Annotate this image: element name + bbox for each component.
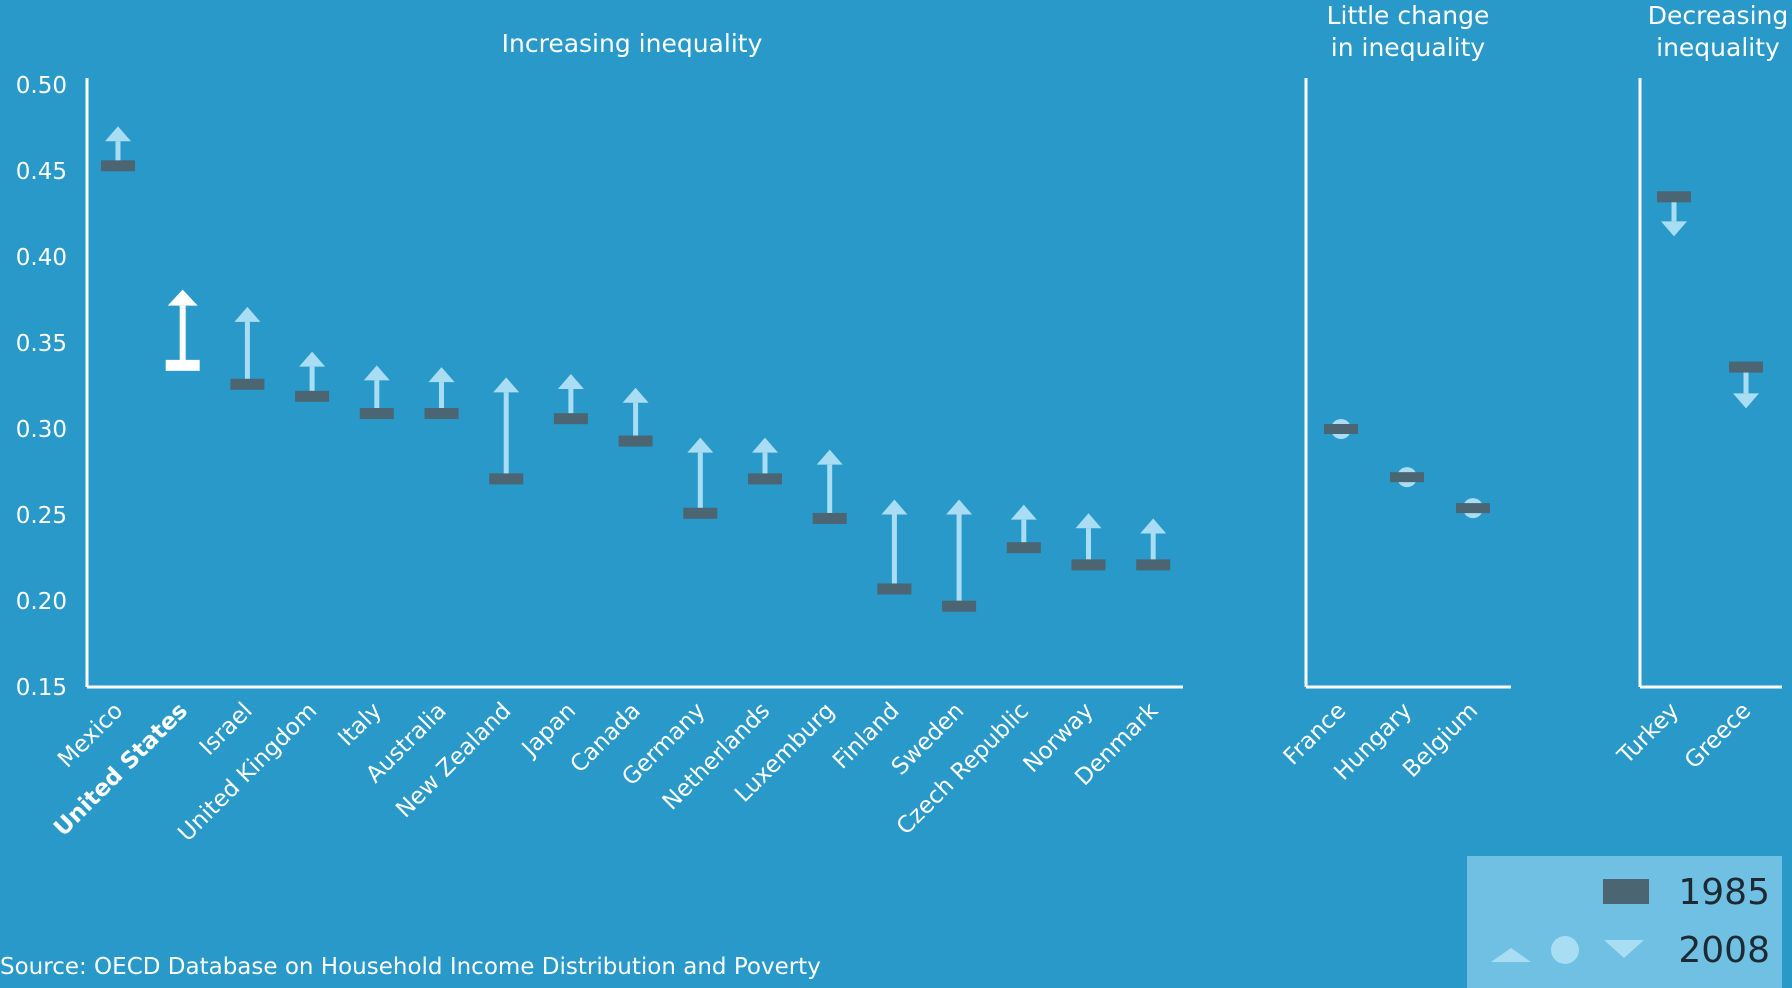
- marker-1985-italy: [359, 408, 394, 420]
- y-tick-label: 0.50: [16, 73, 67, 99]
- legend-2008-label: 2008: [1678, 930, 1770, 971]
- arrow-head-2008-italy: [363, 365, 390, 381]
- marker-1985-greece: [1729, 361, 1763, 373]
- group-title: in inequality: [1331, 33, 1486, 62]
- marker-1985-denmark: [1136, 559, 1171, 571]
- y-tick-label: 0.40: [16, 245, 67, 271]
- marker-1985-netherlands: [748, 473, 782, 485]
- legend-1985-label: 1985: [1678, 872, 1770, 913]
- x-label-turkey: Turkey: [1612, 698, 1684, 770]
- arrow-head-2008-sweden: [946, 499, 973, 515]
- y-tick-label: 0.15: [16, 675, 67, 701]
- x-label-italy: Italy: [333, 698, 387, 752]
- y-tick-label: 0.35: [16, 331, 67, 357]
- marker-1985-united-states: [165, 359, 200, 371]
- group-title: inequality: [1656, 33, 1780, 62]
- marker-1985-czech-republic: [1006, 542, 1041, 554]
- marker-1985-united-kingdom: [295, 390, 330, 402]
- source-note: Source: OECD Database on Household Incom…: [0, 954, 821, 980]
- arrow-head-2008-mexico: [105, 126, 131, 142]
- marker-1985-norway: [1071, 559, 1106, 571]
- arrow-head-2008-united-kingdom: [299, 351, 326, 367]
- marker-1985-mexico: [101, 160, 135, 172]
- arrow-head-2008-israel: [234, 306, 261, 322]
- triangle-up-icon: [1491, 948, 1531, 962]
- arrow-head-2008-australia: [428, 367, 455, 383]
- legend-box: [1467, 856, 1782, 988]
- y-tick-label: 0.20: [16, 589, 67, 615]
- x-label-greece: Greece: [1680, 698, 1756, 774]
- marker-1985-germany: [683, 507, 718, 519]
- arrow-head-2008-netherlands: [752, 437, 778, 453]
- marker-1985-sweden: [942, 600, 977, 612]
- arrow-head-2008-greece: [1733, 393, 1759, 409]
- y-tick-label: 0.25: [16, 503, 67, 529]
- triangle-down-icon: [1604, 940, 1644, 958]
- y-tick-label: 0.45: [16, 159, 67, 185]
- group-title: Increasing inequality: [502, 29, 763, 58]
- arrow-head-2008-turkey: [1661, 221, 1687, 237]
- legend-1985-swatch: [1603, 879, 1649, 904]
- y-tick-label: 0.30: [16, 417, 67, 443]
- marker-1985-luxemburg: [812, 512, 847, 524]
- marker-1985-japan: [553, 413, 588, 425]
- marker-1985-finland: [877, 583, 912, 595]
- circle-icon: [1551, 936, 1579, 964]
- x-label-israel: Israel: [195, 698, 258, 761]
- arrow-head-2008-japan: [557, 373, 584, 389]
- marker-1985-belgium: [1456, 503, 1490, 514]
- arrow-head-2008-norway: [1075, 513, 1102, 529]
- arrow-head-2008-luxemburg: [816, 449, 843, 465]
- group-title: Decreasing: [1648, 1, 1789, 30]
- x-label-new-zealand: New Zealand: [391, 698, 516, 823]
- arrow-head-2008-czech-republic: [1010, 504, 1037, 520]
- marker-1985-france: [1324, 424, 1358, 434]
- marker-1985-turkey: [1657, 191, 1691, 203]
- arrow-head-2008-finland: [881, 499, 908, 515]
- arrow-head-2008-new-zealand: [493, 377, 520, 393]
- marker-1985-australia: [424, 408, 459, 420]
- arrow-head-2008-canada: [622, 387, 649, 403]
- marker-1985-canada: [618, 435, 653, 447]
- group-title: Little change: [1327, 1, 1490, 30]
- marker-1985-hungary: [1390, 472, 1424, 483]
- arrow-head-2008-united-states: [167, 289, 198, 306]
- marker-1985-new-zealand: [489, 473, 524, 485]
- arrow-head-2008-germany: [687, 437, 714, 453]
- arrow-head-2008-denmark: [1140, 518, 1167, 534]
- marker-1985-israel: [230, 378, 265, 390]
